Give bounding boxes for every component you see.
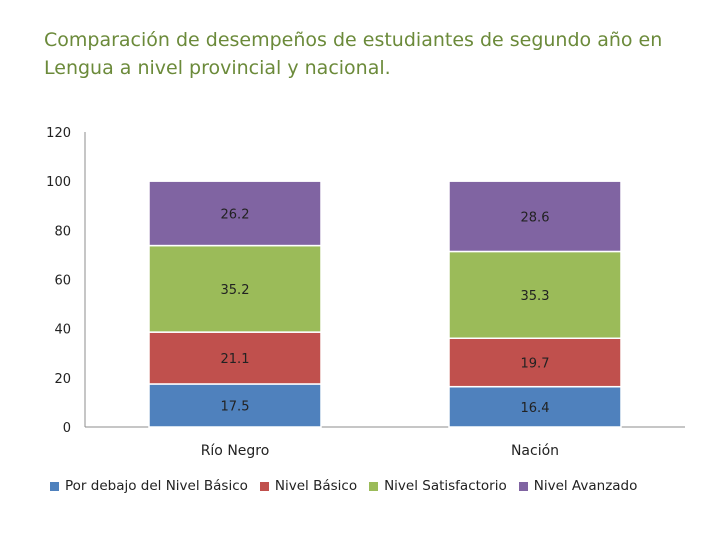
legend-swatch: [369, 481, 379, 491]
data-label: 35.2: [221, 283, 250, 298]
legend-swatch: [259, 481, 269, 491]
chart-labels: 17.5 21.1 35.2 26.2 Río Negro 16.4 19.7 35.3 28.…: [201, 207, 559, 459]
data-label: 16.4: [521, 401, 550, 416]
legend-label: Nivel Satisfactorio: [384, 478, 507, 494]
data-label: 35.3: [521, 289, 550, 304]
y-tick-label: 80: [54, 224, 71, 239]
x-category-label: Nación: [511, 443, 559, 459]
y-tick-label: 100: [46, 175, 71, 190]
bar-segment: [448, 250, 622, 340]
data-label: 26.2: [221, 207, 250, 222]
bar-segment: [448, 385, 622, 428]
y-tick-label: 120: [46, 126, 71, 141]
data-label: 28.6: [521, 210, 550, 225]
bar-segment: [148, 244, 322, 333]
legend-label: Nivel Básico: [274, 478, 358, 494]
chart-legend: Por debajo del Nivel Básico Nivel Básico N…: [50, 478, 649, 494]
bar-segment: [448, 337, 622, 388]
legend-swatch: [518, 481, 528, 491]
y-tick-label: 40: [54, 323, 71, 338]
data-label: 17.5: [221, 399, 250, 414]
legend-item: Por debajo del Nivel Básico: [50, 478, 248, 494]
legend-item: Nivel Avanzado: [518, 478, 638, 494]
y-tick-label: 0: [63, 421, 71, 436]
legend-item: Nivel Básico: [259, 478, 358, 494]
bar-segment: [148, 180, 322, 247]
data-label: 19.7: [521, 356, 550, 371]
legend-label: Por debajo del Nivel Básico: [65, 478, 248, 494]
legend-label: Nivel Avanzado: [533, 478, 638, 494]
bar-segment: [148, 331, 322, 385]
legend-swatch: [50, 481, 59, 491]
data-label: 21.1: [221, 352, 250, 367]
x-category-label: Río Negro: [201, 443, 270, 459]
chart-title: Comparación de desempeños de estudiantes…: [44, 29, 663, 79]
y-tick-label: 20: [54, 372, 71, 387]
legend-item: Nivel Satisfactorio: [369, 478, 507, 494]
bar-segment: [148, 383, 322, 428]
y-tick-label: 60: [54, 274, 71, 289]
chart-bars: [148, 180, 622, 428]
bar-segment: [448, 180, 622, 253]
